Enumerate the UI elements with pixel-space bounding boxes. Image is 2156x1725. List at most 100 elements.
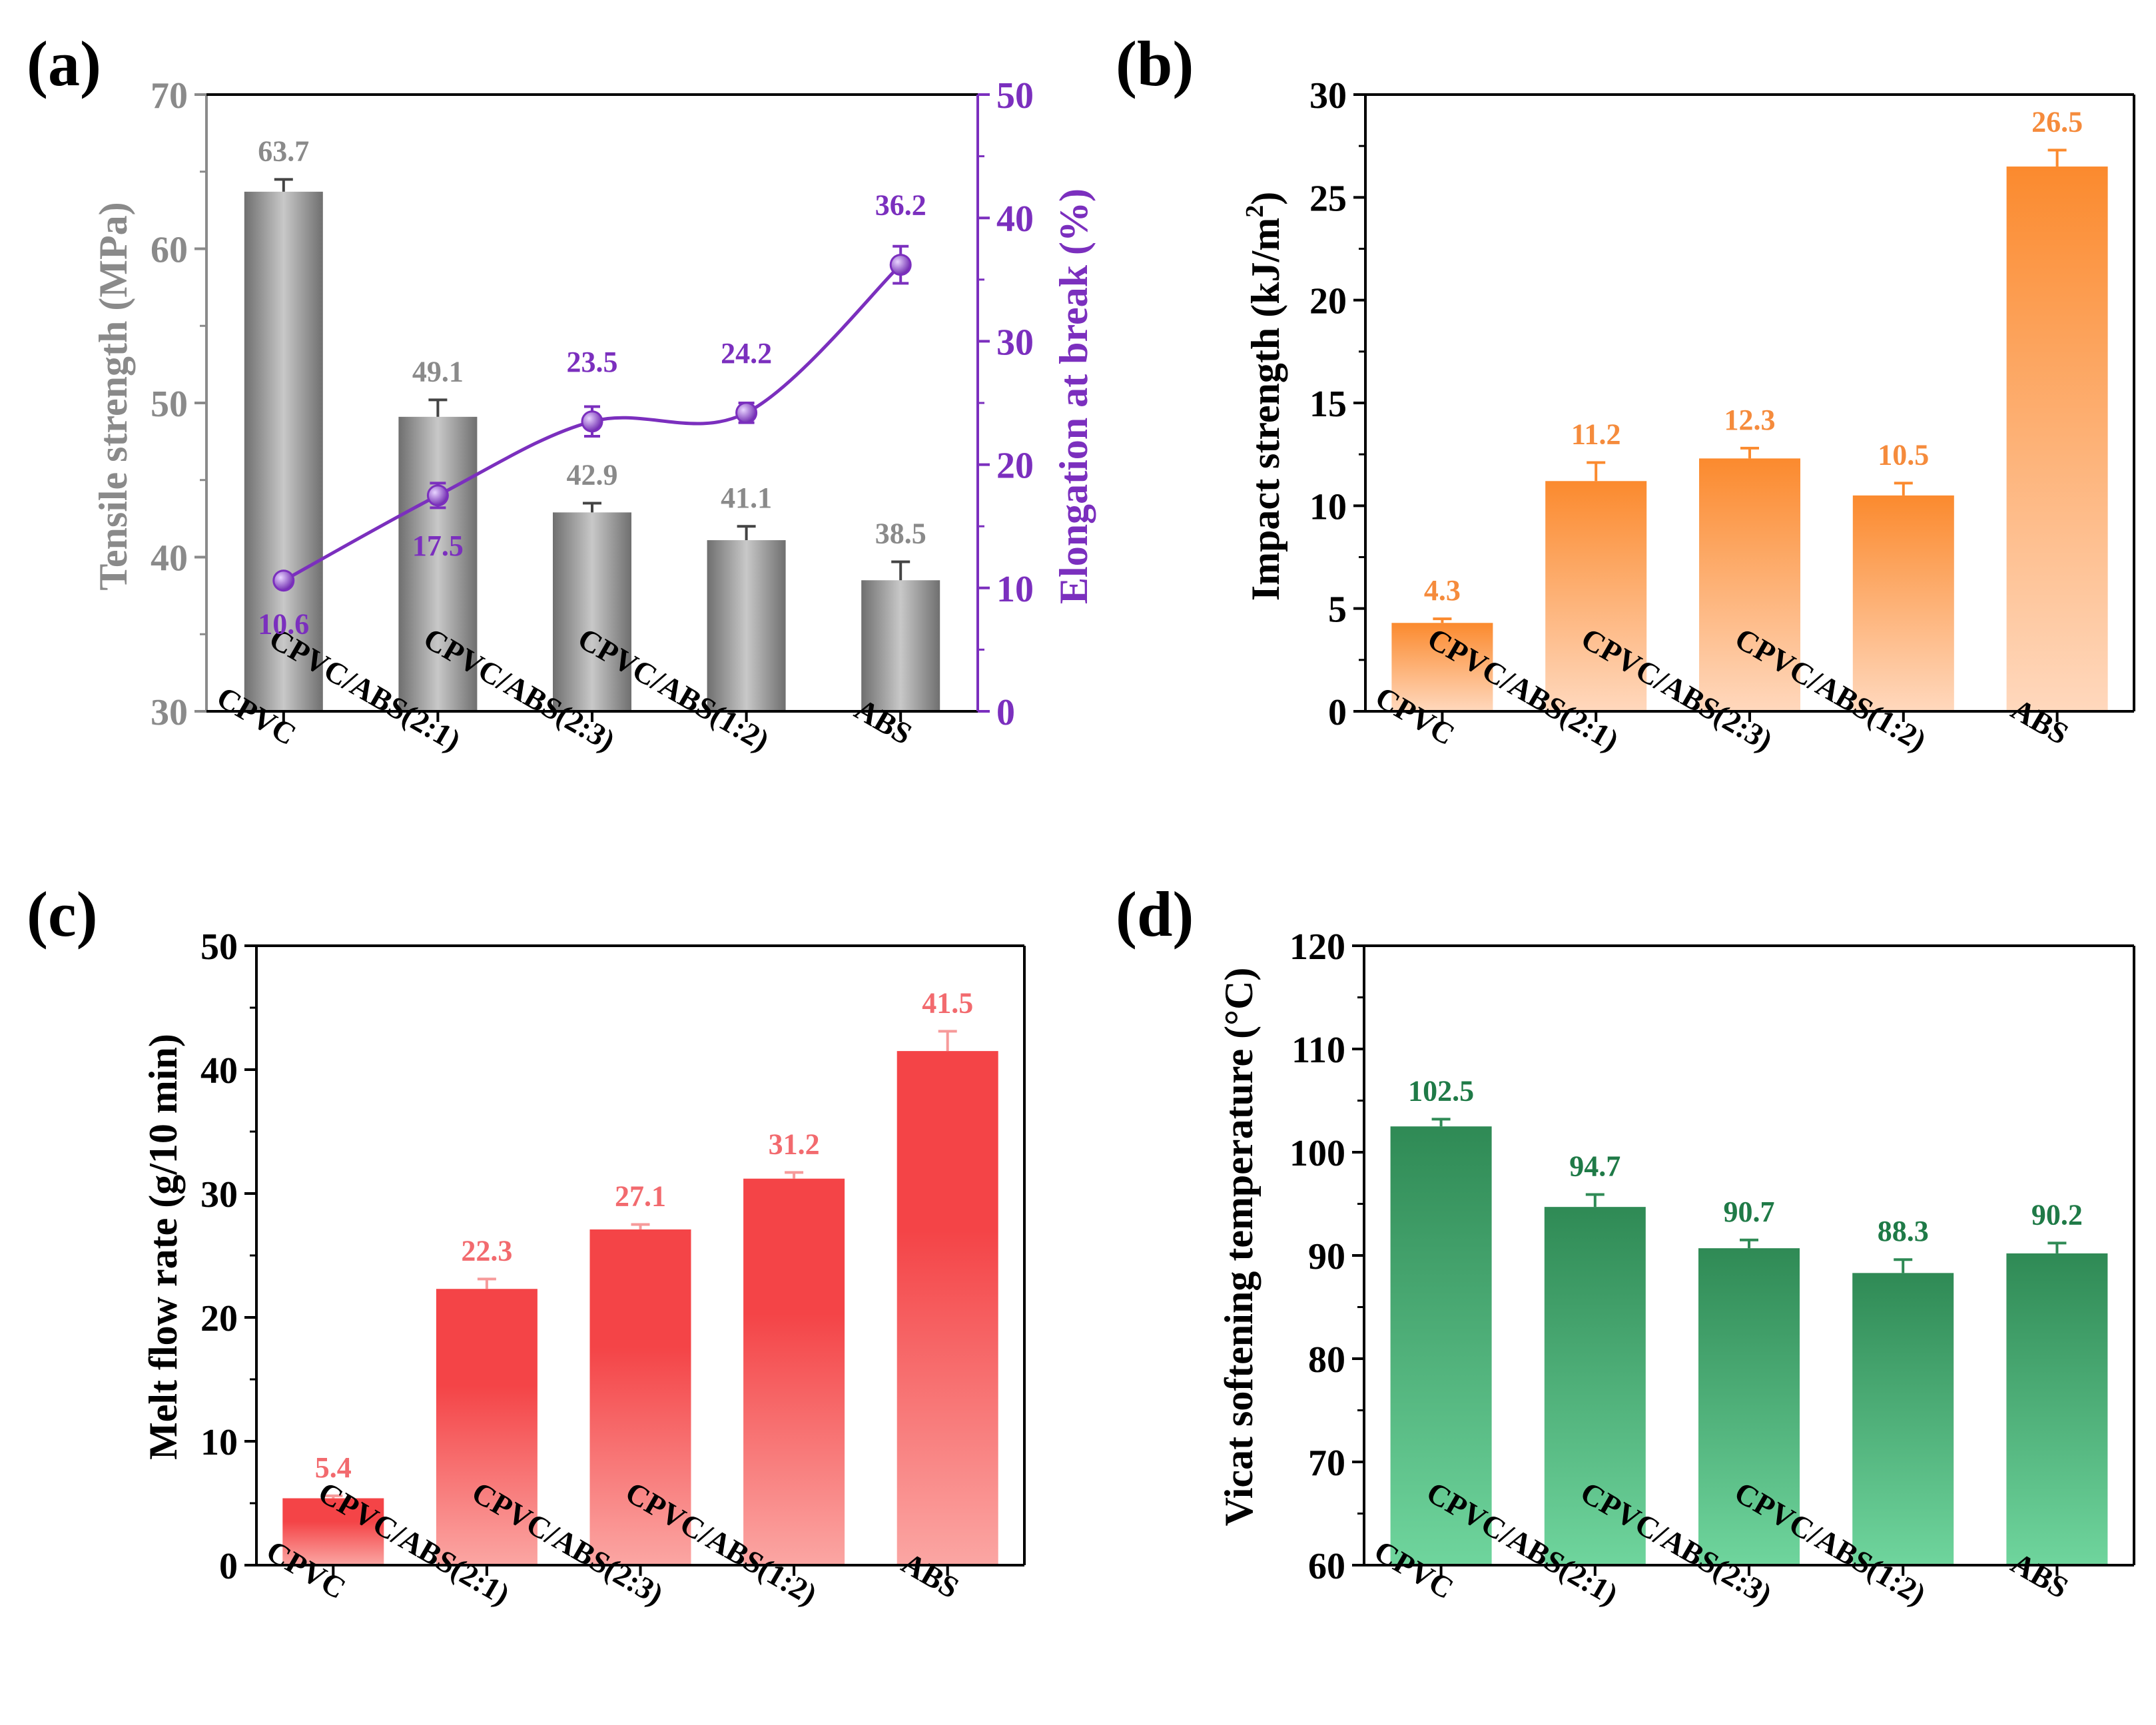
panel-a-right-axis: 0 10 20 30 40 50 (976, 75, 1034, 733)
bar (1698, 1248, 1800, 1565)
elongation-value-label: 23.5 (567, 346, 618, 378)
y2-tick-label: 40 (996, 198, 1034, 240)
bar (1699, 458, 1800, 711)
bar (1544, 1207, 1646, 1565)
bar-value-label: 88.3 (1878, 1215, 1929, 1247)
y-tick-label: 10 (200, 1422, 238, 1463)
elongation-point (735, 402, 758, 424)
bar (743, 1178, 845, 1565)
panel-a-chart: (a) Tensile strength (MPa) Elongation at… (27, 28, 1096, 758)
elongation-value-label: 17.5 (412, 529, 464, 562)
bar-value-label: 94.7 (1569, 1150, 1620, 1183)
y-tick-label: 30 (1309, 75, 1347, 117)
panel-b-axis-title-end: ) (1244, 192, 1287, 205)
bar (244, 191, 323, 712)
bar-value-label: 5.4 (315, 1451, 352, 1484)
y-tick-label: 20 (1309, 281, 1347, 322)
y2-tick-label: 10 (996, 569, 1034, 610)
bar-value-label: 42.9 (567, 458, 618, 491)
y-tick-label: 15 (1309, 384, 1347, 425)
elongation-value-label: 24.2 (721, 337, 772, 370)
y-tick-label: 60 (1308, 1546, 1345, 1587)
panel-c-axis-title: Melt flow rate (g/10 min) (141, 1034, 185, 1460)
panel-b-axis-title-sup: 2 (1241, 205, 1269, 218)
y-tick-label: 80 (1308, 1339, 1345, 1381)
panel-c-chart: (c) Melt flow rate (g/10 min) 5.4 22.3 27.… (27, 878, 1026, 1612)
y-tick-label: 5 (1328, 589, 1347, 631)
bar (1391, 623, 1493, 711)
bar-value-label: 27.1 (615, 1180, 666, 1213)
y-tick-label: 40 (151, 538, 188, 579)
bar (1545, 481, 1647, 711)
bar (553, 512, 631, 711)
panel-d-chart: (d) Vicat softening temperature (°C) 102… (1116, 878, 2135, 1612)
y-tick-label: 110 (1291, 1030, 1345, 1071)
bar (2006, 1253, 2108, 1565)
panel-d-axis-title: Vicat softening temperature (°C) (1217, 968, 1261, 1527)
panel-a-label: (a) (27, 28, 101, 99)
elongation-value-label: 10.6 (258, 608, 309, 641)
y-tick-label: 100 (1289, 1133, 1345, 1174)
bar (2006, 167, 2108, 712)
bar-value-label: 90.7 (1724, 1196, 1775, 1228)
bar-value-label: 63.7 (258, 135, 309, 167)
elongation-point (272, 569, 295, 592)
y-tick-label: 20 (200, 1298, 238, 1339)
y-tick-label: 70 (1308, 1443, 1345, 1484)
y-tick-label: 25 (1309, 178, 1347, 219)
panel-a-left-axis-title: Tensile strength (MPa) (91, 202, 135, 590)
y2-tick-label: 20 (996, 446, 1034, 487)
y-tick-label: 60 (151, 230, 188, 271)
bar-value-label: 90.2 (2031, 1198, 2083, 1231)
y-tick-label: 10 (1309, 486, 1347, 527)
y-tick-label: 30 (151, 692, 188, 733)
bar (861, 580, 940, 711)
bar-value-label: 11.2 (1571, 418, 1621, 451)
bar (1390, 1126, 1492, 1565)
bar (589, 1229, 691, 1565)
panel-c-bars: 5.4 22.3 27.1 31.2 41.5 (282, 986, 998, 1565)
bar (282, 1498, 384, 1565)
y-tick-label: 120 (1289, 926, 1345, 968)
elongation-point (581, 410, 603, 433)
panel-c-label: (c) (27, 878, 98, 950)
bar-value-label: 49.1 (412, 355, 464, 388)
panel-d-bars: 102.5 94.7 90.7 88.3 90.2 (1390, 1074, 2108, 1565)
bar (897, 1051, 998, 1565)
bar-value-label: 4.3 (1424, 574, 1461, 607)
bar (398, 416, 478, 711)
panel-b-axis-title: Impact strength (kJ/m2) (1241, 192, 1287, 601)
bar-value-label: 31.2 (769, 1128, 820, 1160)
y2-tick-label: 0 (996, 692, 1015, 733)
y2-tick-label: 50 (996, 75, 1034, 117)
bar-value-label: 41.5 (922, 986, 973, 1019)
panel-a-elongation-series: 10.6 17.5 23.5 24.2 36.2 (258, 189, 926, 641)
elongation-value-label: 36.2 (875, 189, 926, 222)
elongation-point (426, 484, 449, 507)
y-tick-label: 0 (1328, 692, 1347, 733)
y-tick-label: 70 (151, 75, 188, 117)
panel-b-bars: 4.3 11.2 12.3 10.5 26.5 (1391, 105, 2108, 712)
y-tick-label: 30 (200, 1174, 238, 1215)
bar (707, 540, 786, 711)
y-tick-label: 0 (219, 1546, 238, 1587)
panel-b-axis-title-main: Impact strength (kJ/m (1244, 218, 1287, 601)
panel-b-label: (b) (1116, 28, 1194, 99)
bar (1852, 1273, 1954, 1565)
bar-value-label: 102.5 (1408, 1074, 1474, 1107)
panel-a-right-axis-title: Elongation at break (%) (1052, 188, 1096, 604)
elongation-point (889, 254, 912, 276)
y2-tick-label: 30 (996, 322, 1034, 363)
y-tick-label: 50 (200, 926, 238, 968)
y-tick-label: 50 (151, 384, 188, 425)
bar (436, 1289, 538, 1565)
y-tick-label: 90 (1308, 1236, 1345, 1277)
panel-a-bars: 63.7 49.1 42.9 41.1 38.5 (244, 135, 940, 712)
y-tick-label: 40 (200, 1050, 238, 1092)
bar-value-label: 12.3 (1724, 404, 1776, 436)
bar-value-label: 41.1 (721, 482, 772, 514)
panel-b-chart: (b) Impact strength (kJ/m2) 4.3 11.2 12.3 1… (1116, 28, 2135, 758)
bar-value-label: 22.3 (461, 1234, 512, 1267)
bar-value-label: 26.5 (2031, 105, 2083, 138)
